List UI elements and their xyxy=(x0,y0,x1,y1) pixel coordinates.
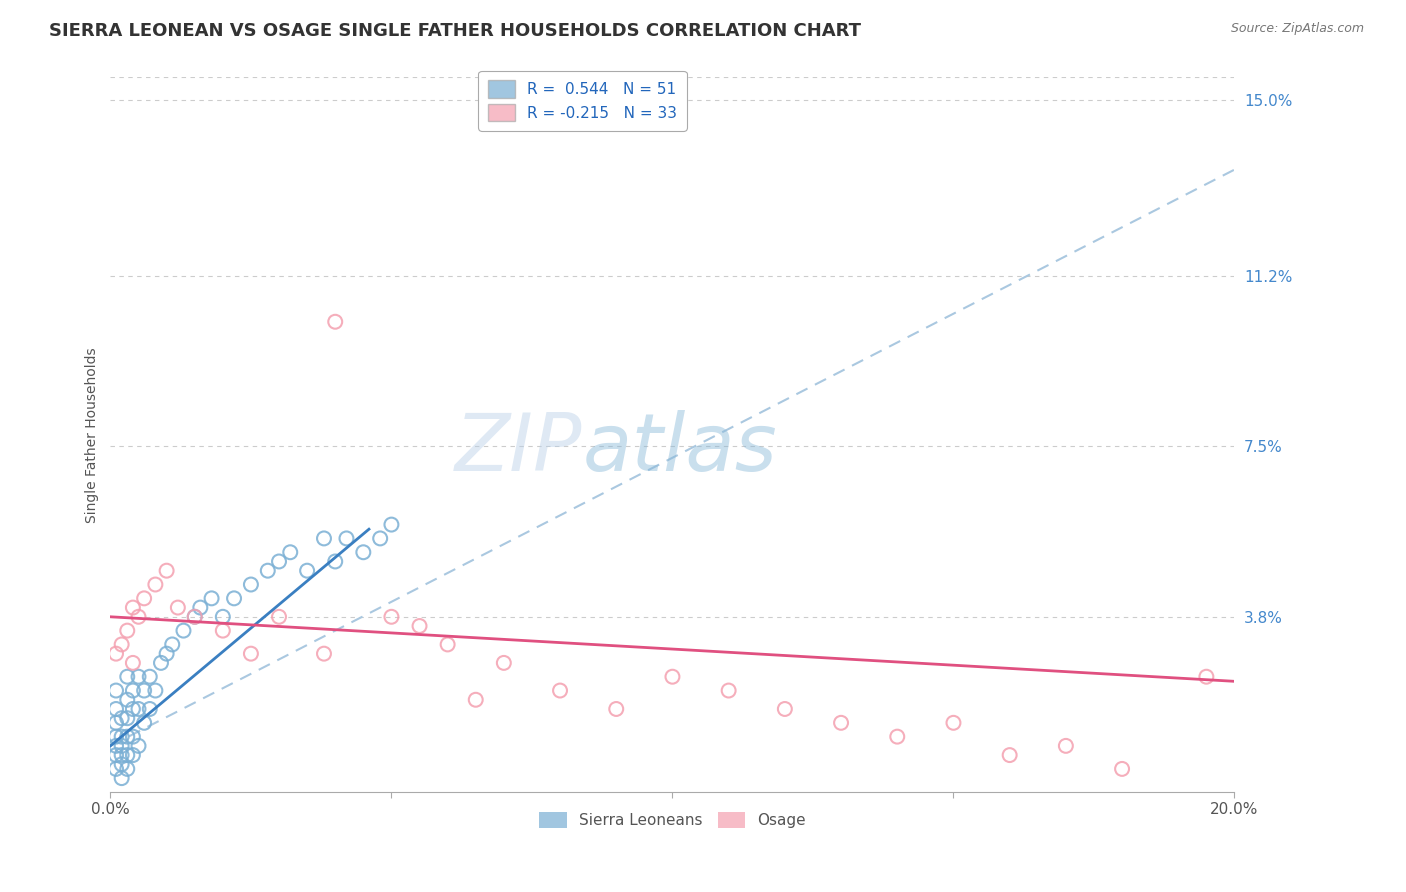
Point xyxy=(122,656,145,670)
Point xyxy=(117,762,139,776)
Point xyxy=(830,715,852,730)
Point xyxy=(105,730,128,744)
Point xyxy=(128,702,150,716)
Legend: Sierra Leoneans, Osage: Sierra Leoneans, Osage xyxy=(533,806,813,834)
Point xyxy=(267,609,290,624)
Point xyxy=(661,670,683,684)
Point xyxy=(145,683,167,698)
Point xyxy=(239,577,262,591)
Point xyxy=(111,730,134,744)
Point xyxy=(1111,762,1133,776)
Point xyxy=(464,692,486,706)
Point xyxy=(150,656,173,670)
Point xyxy=(105,739,128,753)
Point xyxy=(111,757,134,772)
Point xyxy=(368,532,391,546)
Point xyxy=(408,619,430,633)
Point xyxy=(380,517,402,532)
Point xyxy=(105,748,128,763)
Point xyxy=(323,554,346,568)
Point xyxy=(211,609,233,624)
Point xyxy=(122,683,145,698)
Point xyxy=(122,748,145,763)
Point xyxy=(105,715,128,730)
Point xyxy=(211,624,233,638)
Point xyxy=(105,702,128,716)
Point xyxy=(886,730,908,744)
Point xyxy=(1195,670,1218,684)
Point xyxy=(183,609,205,624)
Point xyxy=(128,609,150,624)
Point xyxy=(278,545,301,559)
Y-axis label: Single Father Households: Single Father Households xyxy=(86,347,100,523)
Text: atlas: atlas xyxy=(582,410,778,488)
Point xyxy=(998,748,1021,763)
Point xyxy=(139,670,162,684)
Point xyxy=(323,315,346,329)
Point xyxy=(117,748,139,763)
Point xyxy=(256,564,278,578)
Point xyxy=(548,683,571,698)
Point xyxy=(436,637,458,651)
Text: ZIP: ZIP xyxy=(456,410,582,488)
Point xyxy=(145,577,167,591)
Point xyxy=(166,600,188,615)
Point xyxy=(200,591,222,606)
Point xyxy=(122,702,145,716)
Point xyxy=(172,624,194,638)
Point xyxy=(295,564,318,578)
Point xyxy=(492,656,515,670)
Point xyxy=(117,670,139,684)
Point xyxy=(111,739,134,753)
Point xyxy=(117,730,139,744)
Point xyxy=(122,730,145,744)
Point xyxy=(605,702,627,716)
Point xyxy=(117,711,139,725)
Point xyxy=(1054,739,1077,753)
Point xyxy=(122,600,145,615)
Text: SIERRA LEONEAN VS OSAGE SINGLE FATHER HOUSEHOLDS CORRELATION CHART: SIERRA LEONEAN VS OSAGE SINGLE FATHER HO… xyxy=(49,22,862,40)
Point xyxy=(156,647,179,661)
Point xyxy=(111,711,134,725)
Point xyxy=(117,624,139,638)
Point xyxy=(128,739,150,753)
Point xyxy=(111,748,134,763)
Point xyxy=(267,554,290,568)
Point xyxy=(183,609,205,624)
Point xyxy=(156,564,179,578)
Point xyxy=(222,591,245,606)
Point xyxy=(134,715,156,730)
Point xyxy=(188,600,211,615)
Point xyxy=(111,771,134,785)
Point xyxy=(105,647,128,661)
Point xyxy=(717,683,740,698)
Point xyxy=(111,637,134,651)
Text: Source: ZipAtlas.com: Source: ZipAtlas.com xyxy=(1230,22,1364,36)
Point xyxy=(352,545,374,559)
Point xyxy=(942,715,965,730)
Point xyxy=(134,683,156,698)
Point xyxy=(335,532,357,546)
Point xyxy=(105,683,128,698)
Point xyxy=(134,591,156,606)
Point xyxy=(773,702,796,716)
Point xyxy=(239,647,262,661)
Point xyxy=(312,532,335,546)
Point xyxy=(128,670,150,684)
Point xyxy=(139,702,162,716)
Point xyxy=(117,692,139,706)
Point xyxy=(162,637,184,651)
Point xyxy=(380,609,402,624)
Point xyxy=(105,762,128,776)
Point xyxy=(312,647,335,661)
